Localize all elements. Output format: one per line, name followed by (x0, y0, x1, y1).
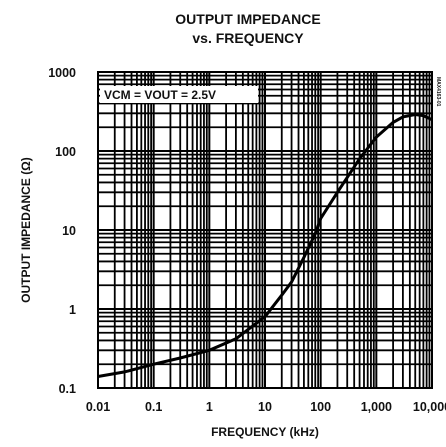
y-tick-label: 1000 (48, 66, 76, 80)
annotation-text: VCM = VOUT = 2.5V (104, 88, 216, 102)
x-tick-label: 1,000 (361, 400, 392, 414)
chart-title: OUTPUT IMPEDANCE (175, 11, 320, 27)
y-tick-label: 1 (69, 303, 76, 317)
y-tick-label: 10 (62, 224, 76, 238)
y-tick-label: 0.1 (59, 382, 76, 396)
x-tick-label: 0.1 (145, 400, 162, 414)
grid (97, 72, 432, 389)
plot-frame (97, 71, 433, 389)
figure-id: MAX4163-01 (435, 77, 441, 107)
impedance-curve (97, 112, 433, 378)
y-axis-label: OUTPUT IMPEDANCE (Ω) (19, 157, 33, 303)
x-tick-label: 1 (206, 400, 213, 414)
x-tick-label: 100 (310, 400, 331, 414)
y-tick-label: 100 (55, 145, 76, 159)
x-tick-label: 0.01 (86, 400, 110, 414)
x-tick-label: 10 (258, 400, 272, 414)
y-tick-labels: 0.1 1 10 100 1000 (48, 66, 76, 396)
x-tick-labels: 0.01 0.1 1 10 100 1,000 10,000 (86, 400, 446, 414)
annotation-box (100, 86, 258, 103)
x-axis-label: FREQUENCY (kHz) (211, 425, 319, 439)
chart-subtitle: vs. FREQUENCY (192, 30, 304, 46)
x-tick-label: 10,000 (413, 400, 446, 414)
